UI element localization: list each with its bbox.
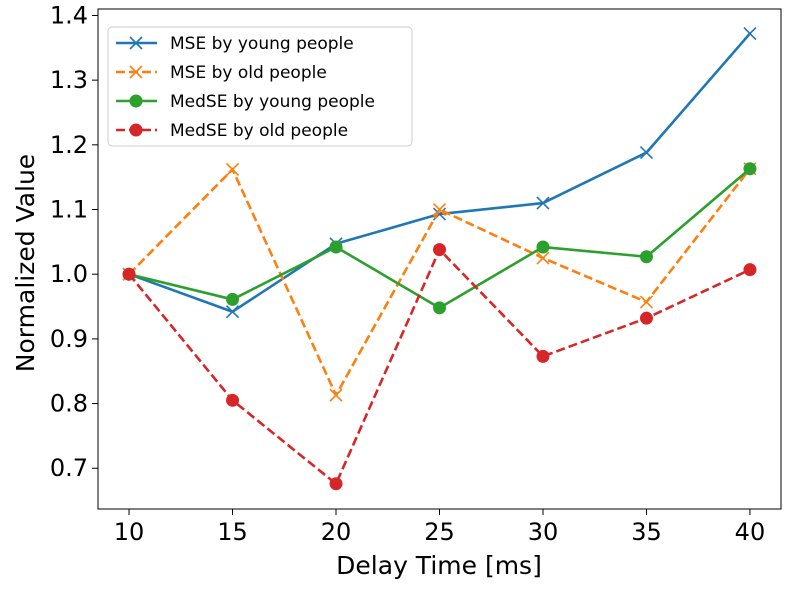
data-point xyxy=(329,388,343,402)
x-tick-label: 40 xyxy=(735,518,766,546)
x-tick-label: 20 xyxy=(321,518,352,546)
data-point xyxy=(639,250,653,264)
y-tick-label: 1.0 xyxy=(50,260,88,288)
legend-marker xyxy=(129,123,143,137)
legend-label: MedSE by young people xyxy=(170,92,375,112)
data-point xyxy=(743,27,757,41)
data-point xyxy=(433,243,446,257)
y-tick-label: 1.3 xyxy=(50,66,88,94)
data-point xyxy=(225,162,240,176)
x-tick-label: 15 xyxy=(217,518,248,546)
x-axis-label: Delay Time [ms] xyxy=(336,551,542,580)
y-tick-label: 0.8 xyxy=(50,390,88,418)
data-point xyxy=(536,349,550,363)
data-point xyxy=(226,393,240,407)
data-point xyxy=(639,311,653,325)
data-point xyxy=(639,146,654,160)
legend-label: MedSE by old people xyxy=(170,121,348,141)
x-tick-label: 10 xyxy=(114,518,145,546)
data-point xyxy=(225,305,240,319)
y-axis-label: Normalized Value xyxy=(11,154,40,372)
x-tick-label: 35 xyxy=(631,518,662,546)
legend-marker xyxy=(129,36,143,50)
data-point xyxy=(432,202,447,217)
legend-entry: MSE by young people xyxy=(116,34,354,54)
legend-entry: MSE by old people xyxy=(116,63,327,83)
data-point xyxy=(226,292,240,306)
y-tick-label: 0.7 xyxy=(50,454,88,482)
legend: MSE by young people MSE by old people MedS… xyxy=(107,26,413,147)
legend-marker xyxy=(129,94,143,108)
legend-box xyxy=(107,26,413,147)
legend-marker xyxy=(129,65,143,79)
legend-label: MSE by old people xyxy=(170,63,327,83)
y-tick-label: 0.9 xyxy=(50,325,88,353)
data-point xyxy=(536,240,550,254)
data-point xyxy=(536,196,550,210)
data-point xyxy=(639,295,654,309)
legend-entry: MedSE by young people xyxy=(116,92,375,112)
series-line-4 xyxy=(128,248,751,486)
x-tick-label: 25 xyxy=(424,518,455,546)
legend-entry: MedSE by old people xyxy=(116,121,348,141)
legend-label: MSE by young people xyxy=(170,34,354,54)
data-point xyxy=(329,477,343,491)
data-point xyxy=(433,301,446,315)
y-tick-label: 1.2 xyxy=(50,131,88,159)
y-tick-label: 1.4 xyxy=(50,1,88,29)
x-tick-label: 30 xyxy=(528,518,559,546)
data-point xyxy=(536,251,550,265)
data-point xyxy=(743,162,757,176)
plot-area xyxy=(122,27,757,491)
axes: 10 15 20 25 30 35 40 0.7 0.8 0.9 1.0 1.1 1.2 1.3 1.4 xyxy=(50,1,782,546)
data-point xyxy=(743,263,757,277)
data-point xyxy=(122,267,136,281)
data-point xyxy=(329,240,343,254)
series-line-2 xyxy=(128,167,751,397)
y-tick-label: 1.1 xyxy=(50,196,88,224)
